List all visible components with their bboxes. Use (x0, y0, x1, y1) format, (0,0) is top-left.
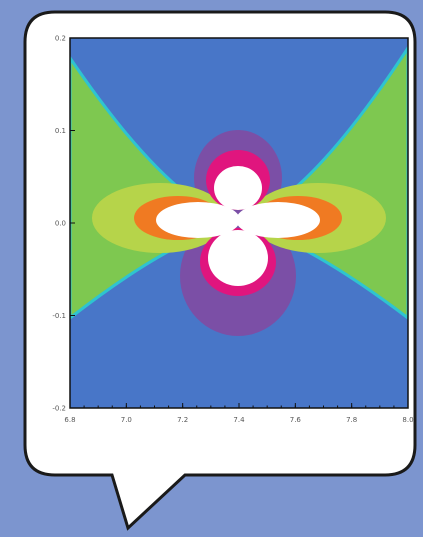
x-tick-label: 7.6 (290, 416, 302, 424)
x-tick-label: 7.8 (346, 416, 357, 424)
contour-level-white-top (214, 166, 262, 210)
x-tick-label: 7.2 (177, 416, 188, 424)
x-tick-label: 6.8 (64, 416, 75, 424)
contour-level-white-bottom (208, 230, 268, 286)
x-axis: 6.8 7.0 7.2 7.4 7.6 7.8 8.0 (64, 403, 414, 424)
x-tick-label: 7.4 (233, 416, 245, 424)
y-tick-label: -0.2 (52, 405, 66, 413)
y-tick-label: -0.1 (52, 312, 66, 320)
x-tick-label: 8.0 (402, 416, 413, 424)
y-tick-label: 0.0 (55, 220, 66, 228)
contour-level-white-left (156, 202, 240, 238)
plot-area (70, 38, 408, 408)
contour-level-white-right (236, 202, 320, 238)
x-tick-label: 7.0 (121, 416, 132, 424)
y-tick-label: 0.1 (55, 127, 66, 135)
y-axis: 0.2 0.1 0.0 -0.1 -0.2 (52, 35, 75, 413)
y-tick-label: 0.2 (55, 35, 66, 43)
